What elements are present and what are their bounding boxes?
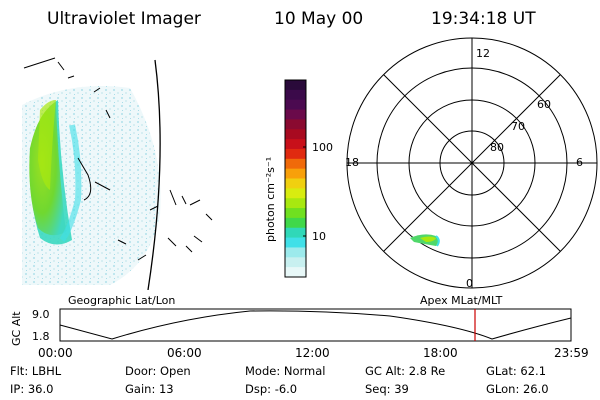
colorbar-band	[285, 109, 306, 120]
colorbar-band	[285, 237, 306, 248]
time-tick-1200: 12:00	[295, 346, 330, 360]
colorbar-band	[285, 198, 306, 209]
apex-title: Apex MLat/MLT	[420, 294, 503, 307]
colorbar-unit-label: photon cm⁻²s⁻¹	[264, 156, 277, 242]
altitude-plot	[59, 308, 572, 342]
polar-plot	[346, 37, 598, 289]
status-glat: GLat: 62.1	[486, 364, 547, 378]
status-gc-alt: GC Alt: 2.8 Re	[365, 364, 446, 378]
colorbar-band	[285, 119, 306, 130]
mlt-label-6: 6	[576, 156, 583, 169]
colorbar-band	[285, 227, 306, 239]
colorbar-band	[285, 158, 306, 170]
colorbar-tick-100: 100	[312, 141, 333, 154]
colorbar	[284, 79, 307, 278]
status-ip: IP: 36.0	[10, 382, 54, 396]
instrument-title: Ultraviolet Imager	[47, 9, 201, 29]
y-top-label: 9.0	[32, 308, 50, 321]
colorbar-band	[285, 267, 306, 278]
colorbar-band	[285, 99, 306, 111]
time-tick-0600: 06:00	[167, 346, 202, 360]
status-flt: Flt: LBHL	[10, 364, 62, 378]
time-tick-1800: 18:00	[423, 346, 458, 360]
colorbar-band	[285, 139, 306, 150]
lat-label-60: 60	[537, 98, 551, 111]
colorbar-band	[285, 188, 306, 199]
lat-label-80: 80	[490, 141, 504, 154]
time-label: 19:34:18 UT	[431, 9, 536, 29]
colorbar-band	[285, 89, 306, 101]
colorbar-band	[285, 247, 306, 258]
colorbar-tick-10: 10	[312, 230, 326, 243]
y-bottom-label: 1.8	[32, 330, 50, 343]
colorbar-band	[285, 208, 306, 219]
status-mode: Mode: Normal	[245, 364, 326, 378]
date-label: 10 May 00	[274, 9, 364, 29]
colorbar-band	[285, 168, 306, 179]
colorbar-band	[285, 80, 306, 91]
mlt-label-0: 0	[466, 277, 473, 290]
mlt-label-18: 18	[345, 156, 359, 169]
lat-label-70: 70	[511, 120, 525, 133]
colorbar-band	[285, 257, 306, 268]
colorbar-band	[285, 178, 306, 189]
status-dsp: Dsp: -6.0	[245, 382, 298, 396]
status-gain: Gain: 13	[125, 382, 174, 396]
status-glon: GLon: 26.0	[486, 382, 549, 396]
earth-image	[22, 57, 213, 290]
time-tick-2359: 23:59	[554, 346, 589, 360]
time-tick-0000: 00:00	[38, 346, 73, 360]
geographic-title: Geographic Lat/Lon	[68, 294, 176, 307]
colorbar-band	[285, 217, 306, 229]
colorbar-band	[285, 129, 306, 140]
colorbar-band	[285, 148, 306, 160]
status-seq: Seq: 39	[365, 382, 409, 396]
status-door: Door: Open	[125, 364, 191, 378]
mlt-label-12: 12	[476, 47, 490, 60]
y-axis-label: GC Alt	[10, 311, 23, 346]
